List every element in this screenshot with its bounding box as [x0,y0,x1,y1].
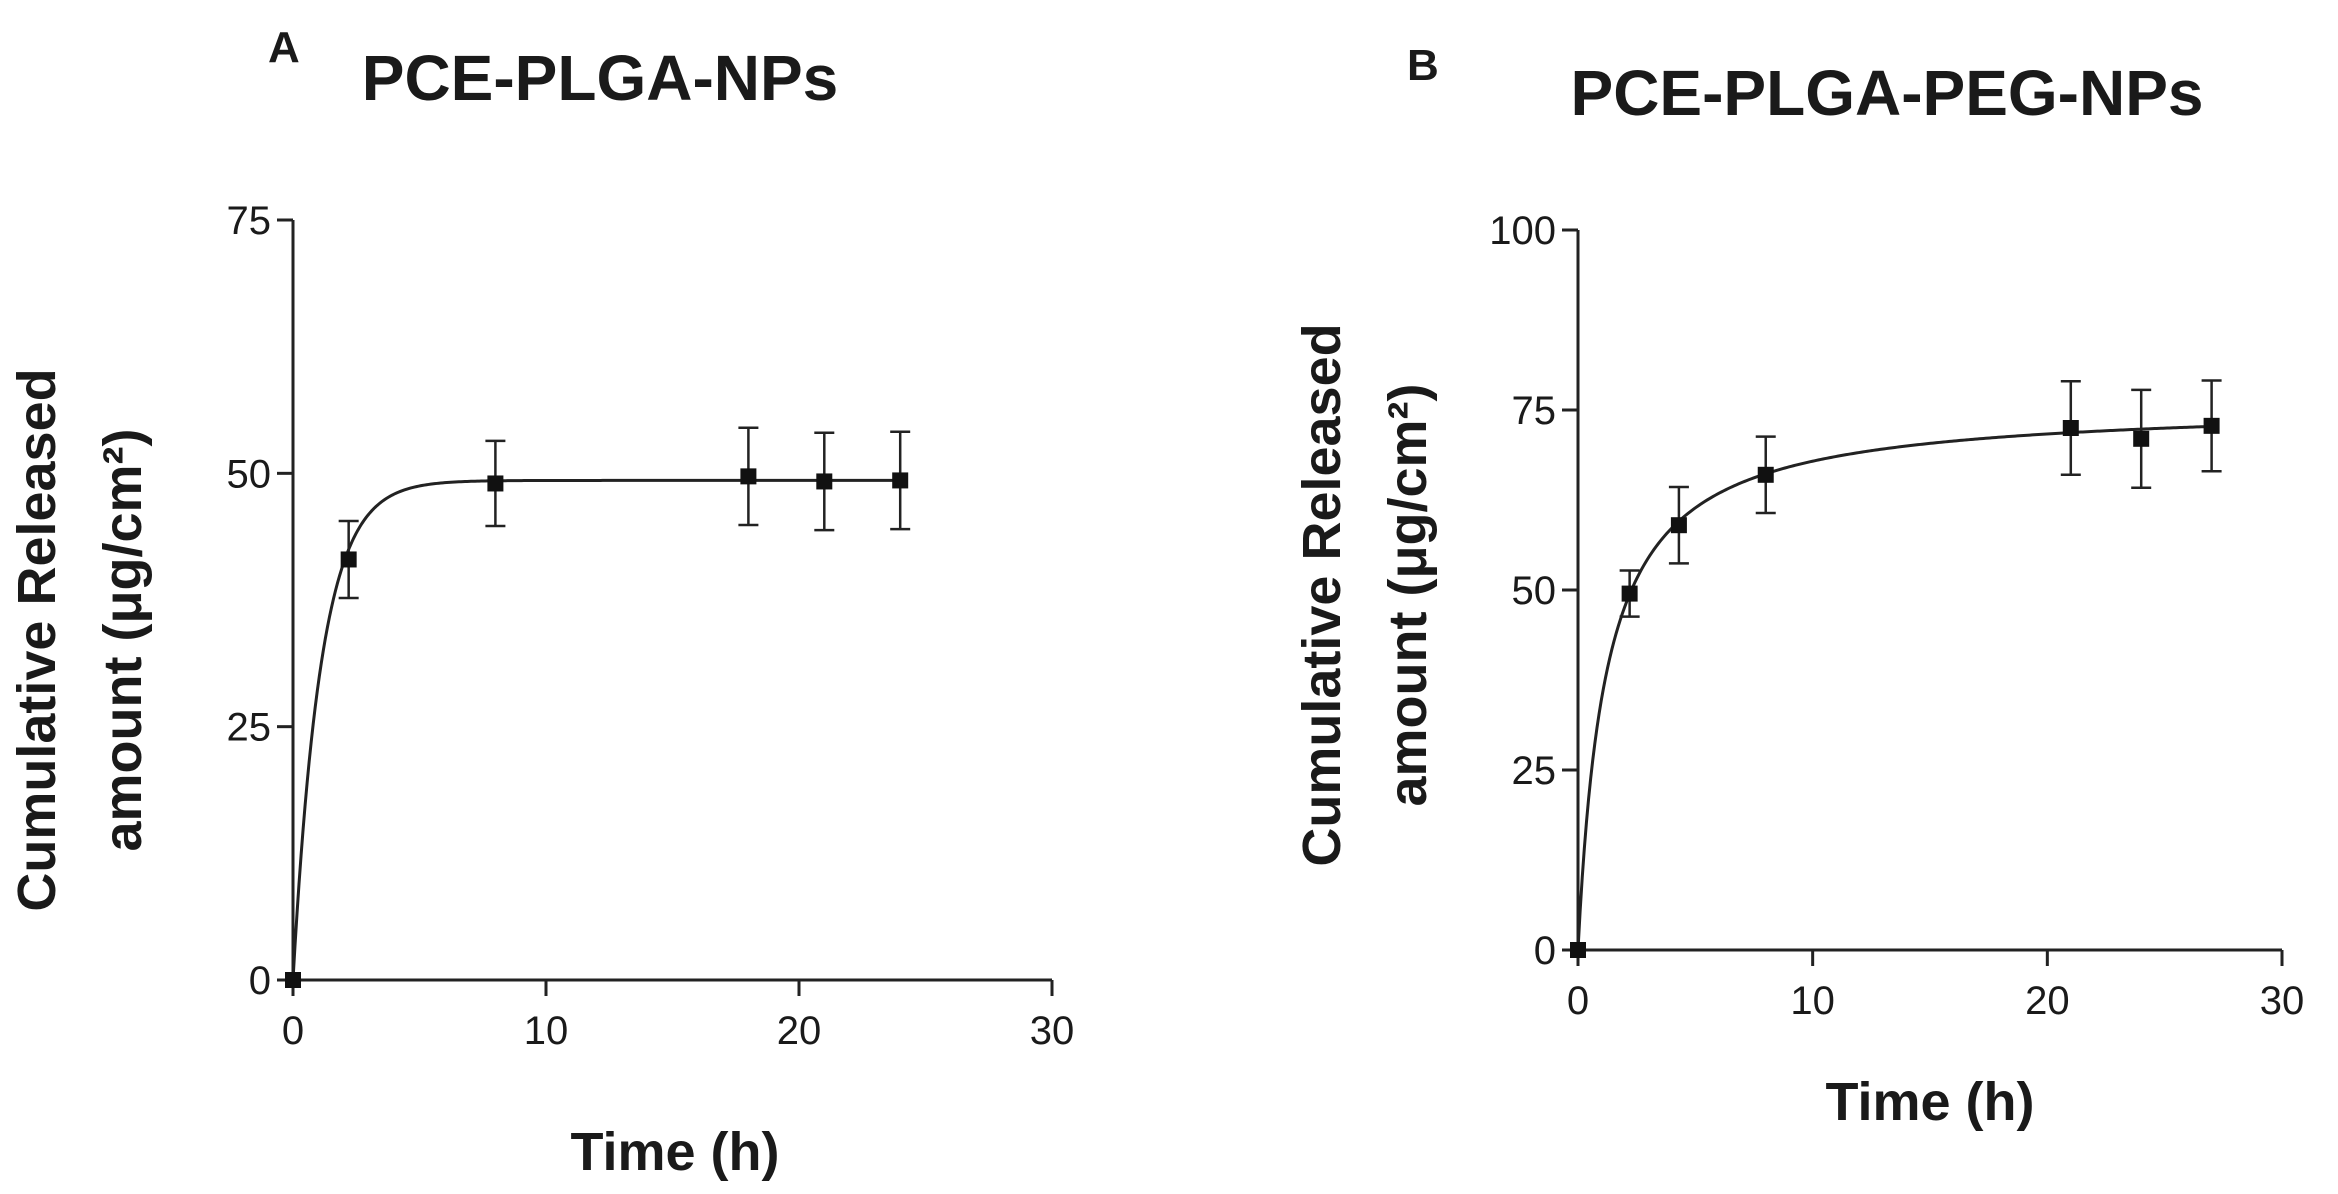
panel-a-letter: A [268,23,300,72]
panel-b-x-tick-label: 30 [2260,979,2305,1023]
panel-a-title: PCE-PLGA-NPs [362,42,839,114]
panel-b-x-tick-label: 0 [1567,979,1589,1023]
panel-b-plot-area: 0 25 50 75 100 0 10 20 30 [1489,209,2304,1023]
panel-a-y-label-line2: amount (μg/cm²) [93,428,153,851]
panel-a-y-tick-label: 50 [227,452,272,496]
panel-a-data-point [740,468,757,485]
panel-b-data-point [2133,430,2150,447]
panel-a-x-tick-label: 10 [524,1009,569,1053]
panel-b-y-label-line2: amount (μg/cm²) [1378,383,1438,806]
panel-b-title: PCE-PLGA-PEG-NPs [1571,57,2204,129]
panel-a-plot-area: 0 25 50 75 0 10 20 30 [227,199,1075,1053]
panel-a-x-axis-label: Time (h) [570,1122,779,1182]
panel-a-y-tick-label: 75 [227,199,272,243]
panel-b-data-point [1621,585,1638,602]
panel-b-data-point [2203,417,2220,434]
panel-a: A PCE-PLGA-NPs Cumulative Released amoun… [7,23,1074,1182]
panel-b-letter: B [1407,41,1439,90]
panel-a-data-point [892,472,909,489]
panel-b-data-point [1757,466,1774,483]
panel-b-data-point [1570,942,1586,958]
panel-b-x-axis-label: Time (h) [1825,1072,2034,1132]
panel-b-x-tick-label: 20 [2025,979,2070,1023]
panel-b-fit-curve [1576,424,2212,951]
panel-a-data-point [816,473,833,490]
panel-a-x-tick-label: 0 [282,1009,304,1053]
panel-b-y-label-line1: Cumulative Released [1292,323,1352,866]
panel-b-x-tick-label: 10 [1790,979,1835,1023]
panel-b-y-axis-label: Cumulative Released amount (μg/cm²) [1292,323,1438,866]
panel-a-fit-curve [291,478,901,981]
panel-a-data-point [487,475,504,492]
panel-a-data-point [285,972,301,988]
panel-b-data-point [1670,517,1687,534]
panel-a-y-label-line1: Cumulative Released [7,368,67,911]
panel-a-y-tick-label: 0 [249,959,271,1003]
panel-b-y-tick-label: 75 [1512,389,1557,433]
panel-a-y-axis-label: Cumulative Released amount (μg/cm²) [7,368,153,911]
panel-b-y-tick-label: 25 [1512,749,1557,793]
panel-b-data-point [2062,420,2079,436]
panel-b-y-tick-label: 50 [1512,569,1557,613]
panel-a-data-point [340,551,357,568]
panel-b: B PCE-PLGA-PEG-NPs Cumulative Released a… [1292,41,2304,1132]
panel-b-y-tick-label: 100 [1489,209,1556,253]
panel-b-y-tick-label: 0 [1534,929,1556,973]
panel-a-x-tick-label: 30 [1030,1009,1075,1053]
panel-a-x-tick-label: 20 [777,1009,822,1053]
panel-a-y-tick-label: 25 [227,706,272,750]
